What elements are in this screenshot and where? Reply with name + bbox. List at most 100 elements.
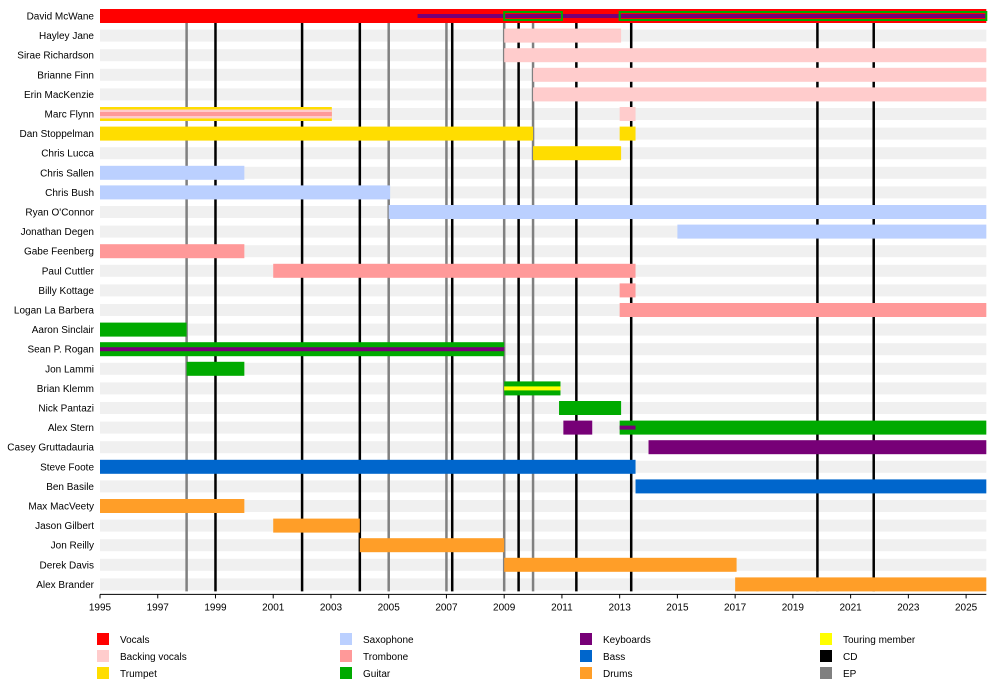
bar-trombone — [619, 303, 987, 317]
x-tick-label: 2001 — [262, 602, 285, 613]
member-name: Sirae Richardson — [17, 51, 94, 62]
bar-guitar — [559, 401, 622, 415]
member-name: David McWane — [27, 12, 95, 23]
member-name: Ben Basile — [46, 482, 94, 493]
member-name: Jon Lammi — [45, 364, 94, 375]
legend-label-drums: Drums — [603, 669, 632, 680]
member-name: Chris Lucca — [41, 149, 94, 160]
legend-swatch-drums — [580, 667, 592, 679]
legend-swatch-touring — [820, 633, 832, 645]
legend-label-trombone: Trombone — [363, 652, 409, 663]
x-tick-label: 2025 — [955, 602, 978, 613]
bar-trumpet — [100, 126, 534, 141]
bar-keyboards — [648, 440, 987, 455]
x-tick-label: 2003 — [320, 602, 343, 613]
x-tick-label: 2017 — [724, 602, 747, 613]
row-stripe — [100, 402, 987, 414]
bar-trombone — [100, 244, 245, 259]
legend-label-cd: CD — [843, 652, 857, 663]
legend-swatch-sax — [340, 633, 352, 645]
x-tick-label: 2009 — [493, 602, 516, 613]
member-name: Casey Gruttadauria — [7, 443, 94, 454]
legend-swatch-ep — [820, 667, 832, 679]
member-name: Brian Klemm — [37, 384, 94, 395]
bar-guitar — [503, 11, 563, 21]
x-tick-label: 2011 — [551, 602, 573, 613]
member-name: Logan La Barbera — [14, 306, 95, 317]
row-stripe — [100, 323, 987, 336]
bar-backing — [533, 87, 987, 102]
x-tick-label: 1995 — [89, 602, 112, 613]
member-name: Alex Brander — [36, 580, 94, 591]
bar-guitar — [618, 11, 988, 21]
x-tick-label: 2023 — [897, 602, 920, 613]
bar-keyboards — [100, 347, 505, 352]
row-stripe — [100, 362, 987, 375]
bar-drums — [100, 499, 245, 513]
legend-label-ep: EP — [843, 669, 857, 680]
bar-keyboards — [417, 14, 987, 18]
bar-sax — [100, 185, 391, 200]
member-name: Billy Kottage — [38, 286, 94, 297]
bar-backing — [533, 67, 987, 82]
member-name: Gabe Feenberg — [24, 247, 94, 258]
row-stripe — [100, 284, 987, 297]
legend-label-keyboards: Keyboards — [603, 635, 651, 646]
legend-label-guitar: Guitar — [363, 669, 391, 680]
member-name: Ryan O'Connor — [25, 208, 94, 219]
row-stripe — [100, 166, 987, 179]
bar-trombone — [273, 263, 636, 278]
bar-sax — [677, 224, 987, 239]
member-name: Derek Davis — [40, 560, 94, 571]
legend-label-backing: Backing vocals — [120, 652, 187, 663]
legend-label-trumpet: Trumpet — [120, 669, 157, 680]
member-name: Sean P. Rogan — [27, 345, 94, 356]
x-tick-label: 2007 — [435, 602, 458, 613]
row-stripe — [100, 245, 987, 258]
x-tick-label: 2005 — [378, 602, 401, 613]
legend-label-bass: Bass — [603, 652, 625, 663]
member-name: Max MacVeety — [28, 502, 94, 513]
bar-bass — [100, 459, 636, 474]
legend-swatch-bass — [580, 650, 592, 662]
x-tick-label: 1999 — [204, 602, 227, 613]
bar-drums — [359, 538, 505, 553]
bar-sax — [100, 165, 245, 180]
member-name: Hayley Jane — [39, 31, 94, 42]
legend-swatch-trumpet — [97, 667, 109, 679]
bar-drums — [735, 577, 987, 592]
member-name: Nick Pantazi — [38, 404, 94, 415]
member-name: Steve Foote — [40, 462, 94, 473]
legend-label-vocals: Vocals — [120, 635, 149, 646]
bar-guitar — [186, 361, 245, 376]
bar-trombone — [100, 112, 332, 116]
bar-bass — [635, 479, 987, 494]
member-name: Marc Flynn — [45, 110, 94, 121]
legend-swatch-vocals — [97, 633, 109, 645]
legend-swatch-cd — [820, 650, 832, 662]
bar-backing — [619, 107, 636, 121]
member-name: Erin MacKenzie — [24, 90, 94, 101]
bar-trumpet — [619, 126, 636, 141]
x-tick-label: 2015 — [666, 602, 689, 613]
bar-trombone — [619, 283, 636, 298]
member-name: Paul Cuttler — [42, 266, 95, 277]
bar-sax — [388, 205, 987, 219]
bar-backing — [504, 28, 622, 43]
member-name: Dan Stoppelman — [20, 129, 95, 140]
member-name: Jason Gilbert — [35, 521, 94, 532]
legend-swatch-guitar — [340, 667, 352, 679]
legend-swatch-backing — [97, 650, 109, 662]
x-tick-label: 1997 — [147, 602, 170, 613]
member-name: Aaron Sinclair — [32, 325, 95, 336]
member-name: Chris Sallen — [40, 168, 94, 179]
member-name: Chris Bush — [45, 188, 94, 199]
row-stripe — [100, 539, 987, 552]
legend-label-touring: Touring member — [843, 635, 916, 646]
row-stripe — [100, 500, 987, 512]
legend-label-sax: Saxophone — [363, 635, 414, 646]
legend-swatch-trombone — [340, 650, 352, 662]
bar-touring — [504, 386, 561, 391]
bar-backing — [504, 48, 987, 63]
